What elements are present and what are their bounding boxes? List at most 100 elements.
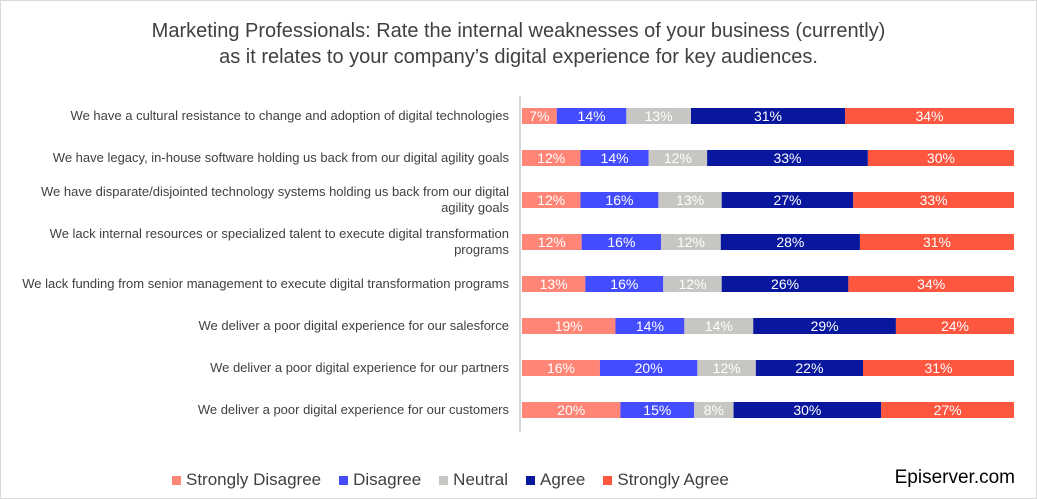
- bar-segment-agree: [721, 276, 849, 292]
- legend-swatch: [172, 475, 181, 485]
- data-label: 13%: [676, 192, 704, 208]
- category-label: We lack funding from senior management t…: [22, 276, 509, 291]
- brand-text: Episerver.com: [894, 467, 1015, 488]
- bar-segment-strongly-disagree: [522, 402, 621, 418]
- data-label: 33%: [920, 192, 948, 208]
- bar-segment-agree: [753, 318, 896, 334]
- data-label: 27%: [773, 192, 801, 208]
- legend-label: Disagree: [353, 470, 422, 489]
- bar-segment-neutral: [697, 360, 756, 376]
- bar-segment-agree: [755, 360, 863, 376]
- category-label: We have legacy, in-house software holdin…: [52, 150, 509, 165]
- data-label: 12%: [677, 234, 705, 250]
- data-label: 29%: [811, 318, 839, 334]
- data-label: 13%: [540, 276, 568, 292]
- category-label: We have disparate/disjointed technology …: [40, 184, 509, 215]
- legend-swatch: [603, 475, 613, 485]
- bar-segment-strongly-agree: [862, 360, 1014, 376]
- bar-segment-disagree: [599, 360, 698, 376]
- data-label: 31%: [754, 108, 782, 124]
- legend-item: Agree: [525, 470, 586, 490]
- data-label: 14%: [601, 150, 629, 166]
- data-label: 31%: [923, 234, 951, 250]
- legend-label: Agree: [539, 470, 586, 489]
- bar-segment-agree: [733, 402, 882, 418]
- chart-title-line-1: Marketing Professionals: Rate the intern…: [151, 20, 886, 42]
- bar-segment-strongly-agree: [848, 276, 1014, 292]
- data-label: 12%: [664, 150, 692, 166]
- data-label: 16%: [607, 234, 635, 250]
- bar-segment-strongly-disagree: [522, 234, 582, 250]
- bar-segment-disagree: [580, 192, 659, 208]
- data-label: 33%: [773, 150, 801, 166]
- data-label: 19%: [555, 318, 583, 334]
- category-label: We have a cultural resistance to change …: [70, 108, 509, 123]
- data-label: 28%: [776, 234, 804, 250]
- data-label: 34%: [915, 108, 943, 124]
- data-label: 12%: [537, 192, 565, 208]
- data-label: 24%: [941, 318, 969, 334]
- data-label: 16%: [610, 276, 638, 292]
- category-label: We deliver a poor digital experience for…: [210, 360, 509, 375]
- category-label: We deliver a poor digital experience for…: [197, 402, 509, 417]
- bar-segment-strongly-agree: [895, 318, 1014, 334]
- bar-segment-neutral: [658, 192, 722, 208]
- data-label: 12%: [537, 150, 565, 166]
- category-label: We lack internal resources or specialize…: [49, 226, 509, 257]
- legend-swatch: [439, 475, 449, 485]
- data-label: 16%: [605, 192, 633, 208]
- data-label: 12%: [678, 276, 706, 292]
- bar-segment-strongly-disagree: [522, 108, 557, 124]
- data-label: 13%: [645, 108, 673, 124]
- legend-item: Disagree: [339, 470, 421, 490]
- data-label: 14%: [578, 108, 606, 124]
- data-label: 30%: [793, 402, 821, 418]
- category-label: We deliver a poor digital experience for…: [198, 318, 509, 333]
- bar-segment-strongly-disagree: [522, 318, 616, 334]
- bar-segment-neutral: [694, 402, 734, 418]
- data-label: 20%: [557, 402, 585, 418]
- data-label: 34%: [917, 276, 945, 292]
- chart-title-line-2: as it relates to your company’s digital …: [219, 46, 818, 68]
- bar-segment-disagree: [580, 150, 649, 166]
- legend-label: Neutral: [453, 470, 508, 489]
- bar-segment-disagree: [615, 318, 685, 334]
- bar-segment-strongly-agree: [845, 108, 1014, 124]
- bar-segment-strongly-agree: [867, 150, 1014, 166]
- data-label: 27%: [934, 402, 962, 418]
- data-label: 12%: [538, 234, 566, 250]
- bar-segment-neutral: [684, 318, 754, 334]
- data-label: 8%: [704, 402, 724, 418]
- data-label: 14%: [705, 318, 733, 334]
- bar-segment-disagree: [581, 234, 662, 250]
- legend: Strongly Disagree Disagree Neutral Agree Str…: [172, 470, 729, 490]
- data-label: 12%: [713, 360, 741, 376]
- data-label: 30%: [927, 150, 955, 166]
- bar-segment-neutral: [661, 234, 721, 250]
- legend-label: Strongly Disagree: [186, 470, 322, 489]
- bar-segment-agree: [690, 108, 846, 124]
- legend-item: Strongly Agree: [603, 470, 729, 490]
- bar-segment-strongly-agree: [859, 234, 1014, 250]
- data-label: 26%: [771, 276, 799, 292]
- bar-segment-strongly-agree: [881, 402, 1014, 418]
- data-label: 14%: [636, 318, 664, 334]
- data-label: 15%: [643, 402, 671, 418]
- bar-segment-strongly-disagree: [522, 276, 586, 292]
- bar-segment-agree: [707, 150, 868, 166]
- bar-segment-strongly-agree: [853, 192, 1014, 208]
- bar-segment-neutral: [626, 108, 691, 124]
- legend-item: Neutral: [439, 470, 508, 490]
- data-label: 20%: [635, 360, 663, 376]
- data-label: 7%: [529, 108, 549, 124]
- bar-segment-disagree: [556, 108, 627, 124]
- legend-item: Strongly Disagree: [172, 470, 321, 490]
- bar-segment-neutral: [648, 150, 708, 166]
- bar-segment-strongly-disagree: [522, 150, 581, 166]
- bar-segment-disagree: [585, 276, 664, 292]
- legend-swatch: [339, 475, 349, 485]
- bar-segment-agree: [721, 192, 854, 208]
- bar-segment-strongly-disagree: [522, 192, 581, 208]
- legend-label: Strongly Agree: [617, 470, 729, 489]
